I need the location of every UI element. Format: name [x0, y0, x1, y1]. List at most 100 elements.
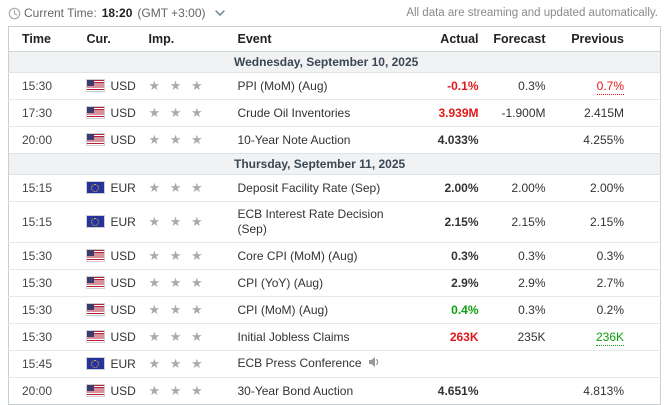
previous-value: 0.7% — [545, 72, 661, 100]
importance-cell: ★ ★ ★ — [140, 72, 234, 100]
event-cell: ECB Interest Rate Decision (Sep) — [233, 201, 409, 243]
currency-code: USD — [110, 276, 136, 290]
calendar-topbar: Current Time: 18:20 (GMT +3:00) All data… — [0, 0, 668, 26]
event-row: 15:15 EUR ★ ★ ★ Deposit Facility Rate (Sep)… — [8, 174, 661, 202]
previous-value: 236K — [545, 323, 661, 351]
event-cell: Core CPI (MoM) (Aug) — [233, 242, 409, 270]
event-link[interactable]: Core CPI (MoM) (Aug) — [237, 248, 358, 263]
currency-code: USD — [110, 249, 136, 263]
event-row: 17:30 USD ★ ★ ★ Crude Oil Inventories 3.939M… — [8, 99, 661, 127]
previous-value: 2.15% — [545, 201, 661, 243]
table-header-row: Time Cur. Imp. Event Actual Forecast Pre… — [8, 26, 661, 52]
importance-cell: ★ ★ ★ — [140, 377, 234, 405]
us-flag-icon — [86, 277, 104, 288]
chevron-down-icon[interactable] — [214, 9, 225, 17]
clock-icon — [8, 7, 21, 20]
current-time-label: Current Time: — [24, 6, 97, 20]
actual-value: 4.033% — [408, 126, 479, 154]
time-cell: 17:30 — [8, 99, 79, 127]
currency-code: USD — [110, 303, 136, 317]
actual-value: 2.9% — [408, 269, 479, 297]
importance-stars-icon: ★ ★ ★ — [148, 275, 206, 290]
previous-value: 2.415M — [545, 99, 661, 127]
time-cell: 20:00 — [8, 377, 79, 405]
currency-cell: USD — [78, 323, 141, 351]
forecast-value — [478, 350, 546, 378]
currency-cell: USD — [78, 269, 141, 297]
eu-flag-icon — [86, 216, 104, 227]
forecast-value: 2.9% — [478, 269, 546, 297]
us-flag-icon — [86, 107, 104, 118]
currency-cell: EUR — [78, 201, 141, 243]
importance-cell: ★ ★ ★ — [140, 201, 234, 243]
importance-stars-icon: ★ ★ ★ — [148, 105, 206, 120]
actual-value: -0.1% — [408, 72, 479, 100]
timezone-label: (GMT +3:00) — [137, 6, 206, 20]
event-row: 15:30 USD ★ ★ ★ Initial Jobless Claims 263K 2… — [8, 323, 661, 351]
importance-cell: ★ ★ ★ — [140, 269, 234, 297]
currency-cell: USD — [78, 296, 141, 324]
header-importance: Imp. — [140, 26, 234, 52]
event-row: 15:30 USD ★ ★ ★ Core CPI (MoM) (Aug) 0.3% 0.3… — [8, 242, 661, 270]
header-actual: Actual — [408, 26, 479, 52]
actual-value: 4.651% — [408, 377, 479, 405]
currency-cell: USD — [78, 242, 141, 270]
importance-stars-icon: ★ ★ ★ — [148, 356, 206, 371]
importance-cell: ★ ★ ★ — [140, 99, 234, 127]
event-cell: Crude Oil Inventories — [233, 99, 409, 127]
currency-code: EUR — [110, 181, 136, 195]
event-cell: ECB Press Conference — [233, 350, 409, 378]
currency-cell: USD — [78, 126, 141, 154]
current-time-value: 18:20 — [101, 6, 133, 20]
actual-value: 3.939M — [408, 99, 479, 127]
current-time-control[interactable]: Current Time: 18:20 (GMT +3:00) — [8, 6, 225, 20]
event-cell: Deposit Facility Rate (Sep) — [233, 174, 409, 202]
event-link[interactable]: Crude Oil Inventories — [237, 105, 351, 120]
event-link[interactable]: Deposit Facility Rate (Sep) — [237, 180, 381, 195]
currency-code: EUR — [110, 357, 136, 371]
currency-code: USD — [110, 330, 136, 344]
header-currency: Cur. — [78, 26, 141, 52]
date-label: Wednesday, September 10, 2025 — [8, 51, 661, 73]
eu-flag-icon — [86, 358, 104, 369]
event-row: 20:00 USD ★ ★ ★ 30-Year Bond Auction 4.651% 4… — [8, 377, 661, 405]
event-cell: CPI (YoY) (Aug) — [233, 269, 409, 297]
importance-stars-icon: ★ ★ ★ — [148, 78, 206, 93]
event-link[interactable]: CPI (YoY) (Aug) — [237, 275, 324, 290]
event-row: 15:30 USD ★ ★ ★ CPI (MoM) (Aug) 0.4% 0.3% 0.2% — [8, 296, 661, 324]
time-cell: 15:30 — [8, 296, 79, 324]
event-link[interactable]: 10-Year Note Auction — [237, 132, 351, 147]
forecast-value: 0.3% — [478, 296, 546, 324]
speaker-icon[interactable] — [368, 357, 381, 371]
previous-value: 0.3% — [545, 242, 661, 270]
event-link[interactable]: 30-Year Bond Auction — [237, 383, 354, 398]
importance-stars-icon: ★ ★ ★ — [148, 302, 206, 317]
event-cell: PPI (MoM) (Aug) — [233, 72, 409, 100]
event-link[interactable]: ECB Press Conference — [237, 356, 362, 370]
currency-cell: EUR — [78, 350, 141, 378]
previous-value: 4.813% — [545, 377, 661, 405]
actual-value: 2.15% — [408, 201, 479, 243]
event-row: 15:45 EUR ★ ★ ★ ECB Press Conference — [8, 350, 661, 378]
forecast-value: -1.900M — [478, 99, 546, 127]
actual-value: 2.00% — [408, 174, 479, 202]
us-flag-icon — [86, 80, 104, 91]
time-cell: 15:30 — [8, 72, 79, 100]
currency-code: USD — [110, 106, 136, 120]
event-link[interactable]: Initial Jobless Claims — [237, 329, 350, 344]
event-link[interactable]: CPI (MoM) (Aug) — [237, 302, 329, 317]
currency-cell: USD — [78, 72, 141, 100]
economic-calendar-table: Time Cur. Imp. Event Actual Forecast Pre… — [8, 26, 661, 405]
importance-stars-icon: ★ ★ ★ — [148, 383, 206, 398]
importance-cell: ★ ★ ★ — [140, 296, 234, 324]
us-flag-icon — [86, 250, 104, 261]
importance-cell: ★ ★ ★ — [140, 126, 234, 154]
event-link[interactable]: ECB Interest Rate Decision (Sep) — [237, 207, 384, 236]
us-flag-icon — [86, 134, 104, 145]
time-cell: 20:00 — [8, 126, 79, 154]
event-link[interactable]: PPI (MoM) (Aug) — [237, 78, 328, 93]
forecast-value: 0.3% — [478, 72, 546, 100]
event-row: 15:30 USD ★ ★ ★ CPI (YoY) (Aug) 2.9% 2.9% 2.7% — [8, 269, 661, 297]
importance-cell: ★ ★ ★ — [140, 242, 234, 270]
time-cell: 15:30 — [8, 242, 79, 270]
